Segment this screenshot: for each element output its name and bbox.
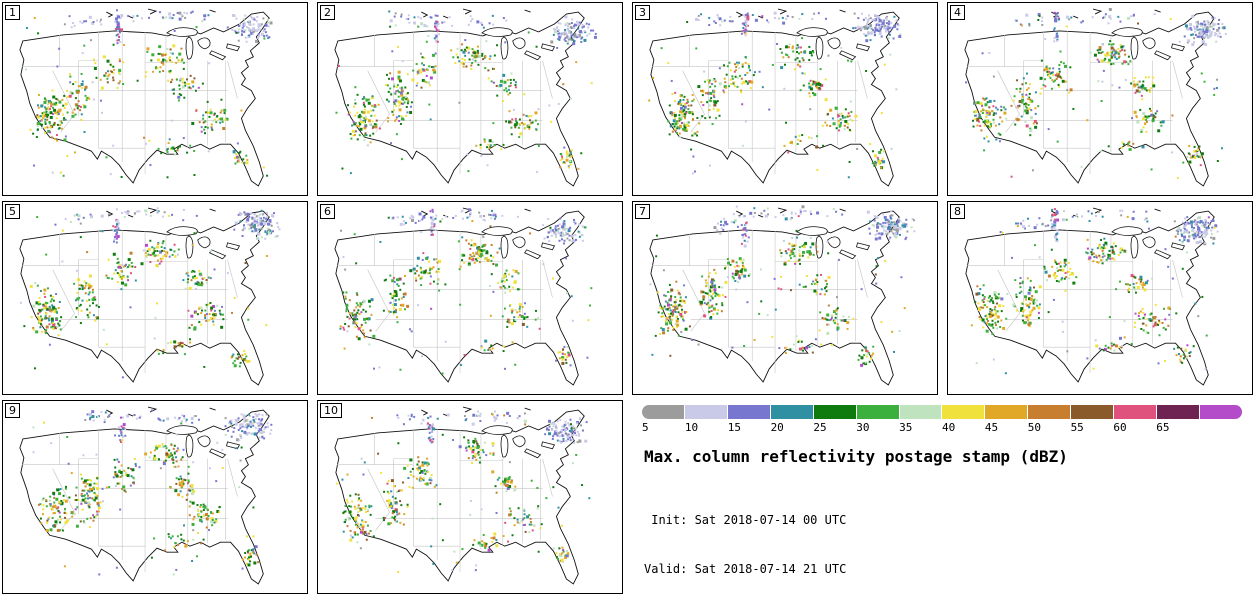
conus-map (964, 207, 1219, 386)
colorbar-segment (727, 405, 770, 419)
map-panel-10: 10 (317, 400, 623, 594)
conus-map (648, 8, 902, 187)
map-panel-7: 7 (632, 201, 938, 395)
colorbar-segment (1114, 405, 1157, 419)
colorbar-segment (856, 405, 899, 419)
colorbar-segment (770, 405, 813, 419)
map-panel-8: 8 (947, 201, 1253, 395)
conus-map (19, 207, 281, 386)
colorbar-segment (1028, 405, 1071, 419)
panel-number: 7 (635, 204, 650, 219)
colorbar-segment (813, 405, 856, 419)
panel-number: 8 (950, 204, 965, 219)
panel-number: 3 (635, 5, 650, 20)
map-panel-4: 4 (947, 2, 1253, 196)
conus-map (333, 406, 591, 585)
map-panel-1: 1 (2, 2, 308, 196)
conus-map (334, 207, 593, 386)
panel-number: 9 (5, 403, 20, 418)
legend: 5 10 15 20 25 30 35 40 45 50 55 60 65 Max. column re… (632, 400, 1253, 594)
conus-map (964, 7, 1227, 187)
colorbar-tick: 20 (770, 421, 784, 434)
map-panel-6: 6 (317, 201, 623, 395)
panel-number: 2 (320, 5, 335, 20)
colorbar-tick: 10 (684, 421, 699, 434)
colorbar-segment (1157, 405, 1199, 419)
colorbar-tick: 60 (1113, 421, 1127, 434)
init-time: Init: Sat 2018-07-14 00 UTC (644, 513, 847, 528)
colorbar-tick: 35 (899, 421, 913, 434)
colorbar-tick: 30 (856, 421, 870, 434)
map-panel-3: 3 (632, 2, 938, 196)
valid-time: Valid: Sat 2018-07-14 21 UTC (644, 561, 847, 576)
panel-number: 10 (320, 403, 342, 418)
map-panel-2: 2 (317, 2, 623, 196)
map-panel-9: 9 (2, 400, 308, 594)
colorbar-tick: 55 (1070, 421, 1084, 434)
product-title: Max. column reflectivity postage stamp (… (644, 447, 1068, 466)
map-panel-5: 5 (2, 201, 308, 395)
reflectivity-colorbar (642, 405, 1242, 419)
panel-number: 1 (5, 5, 20, 20)
conus-map (19, 406, 273, 585)
colorbar-segment (899, 405, 942, 419)
panel-number: 4 (950, 5, 965, 20)
panel-number: 6 (320, 204, 335, 219)
colorbar-ticks: 5 10 15 20 25 30 35 40 45 50 55 60 65 (642, 419, 1242, 434)
colorbar-segment (642, 405, 684, 419)
colorbar-tick: 15 (727, 421, 741, 434)
colorbar-segment (942, 405, 985, 419)
conus-map (334, 8, 597, 187)
colorbar-tick: 25 (813, 421, 827, 434)
panel-number: 5 (5, 204, 20, 219)
colorbar-tick: 50 (1027, 421, 1041, 434)
colorbar-tick: 45 (984, 421, 999, 434)
colorbar-tick: 65 (1156, 421, 1170, 434)
colorbar-segment (985, 405, 1028, 419)
conus-map (649, 205, 916, 386)
colorbar-tick: 40 (942, 421, 956, 434)
time-block: Init: Sat 2018-07-14 00 UTC Valid: Sat 2… (644, 480, 1253, 597)
colorbar-segment (1199, 405, 1242, 419)
colorbar-segment (1071, 405, 1114, 419)
conus-map (19, 8, 273, 187)
colorbar-tick: 5 (642, 421, 649, 434)
colorbar-segment (684, 405, 727, 419)
